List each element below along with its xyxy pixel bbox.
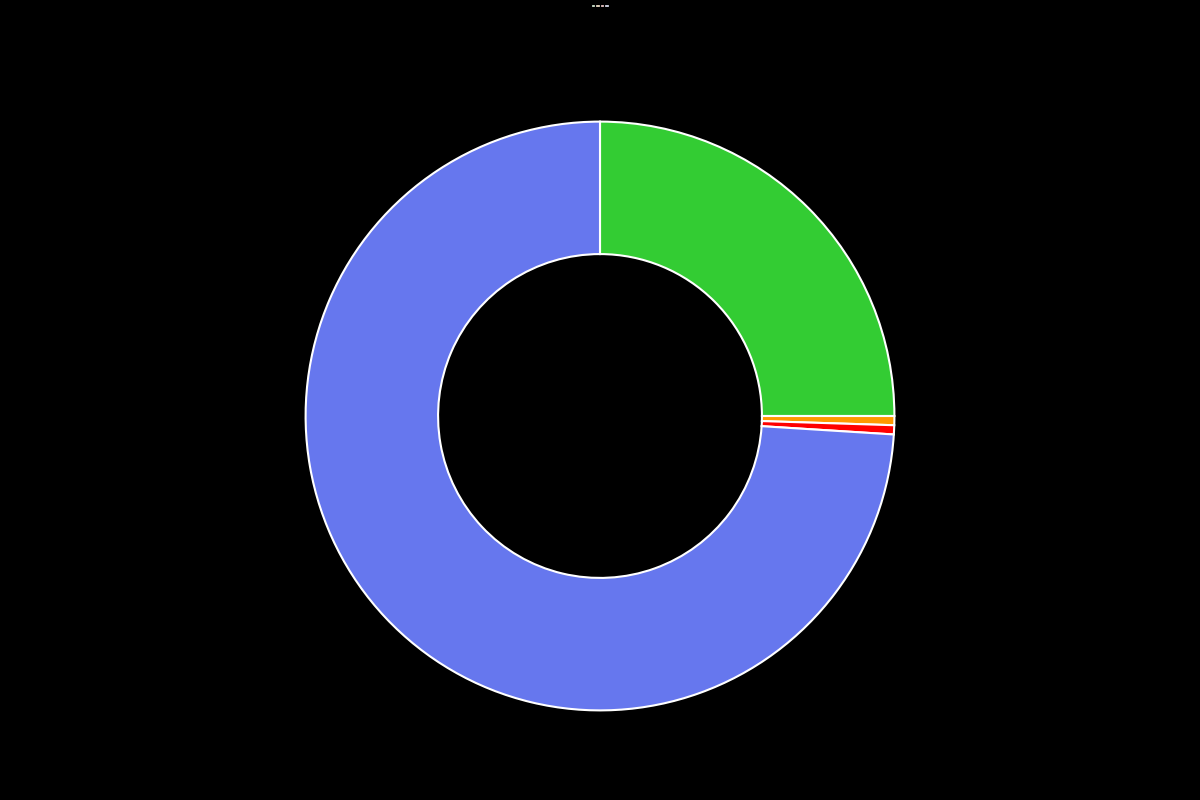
Wedge shape bbox=[600, 122, 894, 416]
Wedge shape bbox=[762, 421, 894, 434]
Wedge shape bbox=[306, 122, 894, 710]
Legend: , , , : , , , bbox=[592, 5, 608, 6]
Wedge shape bbox=[762, 416, 894, 426]
